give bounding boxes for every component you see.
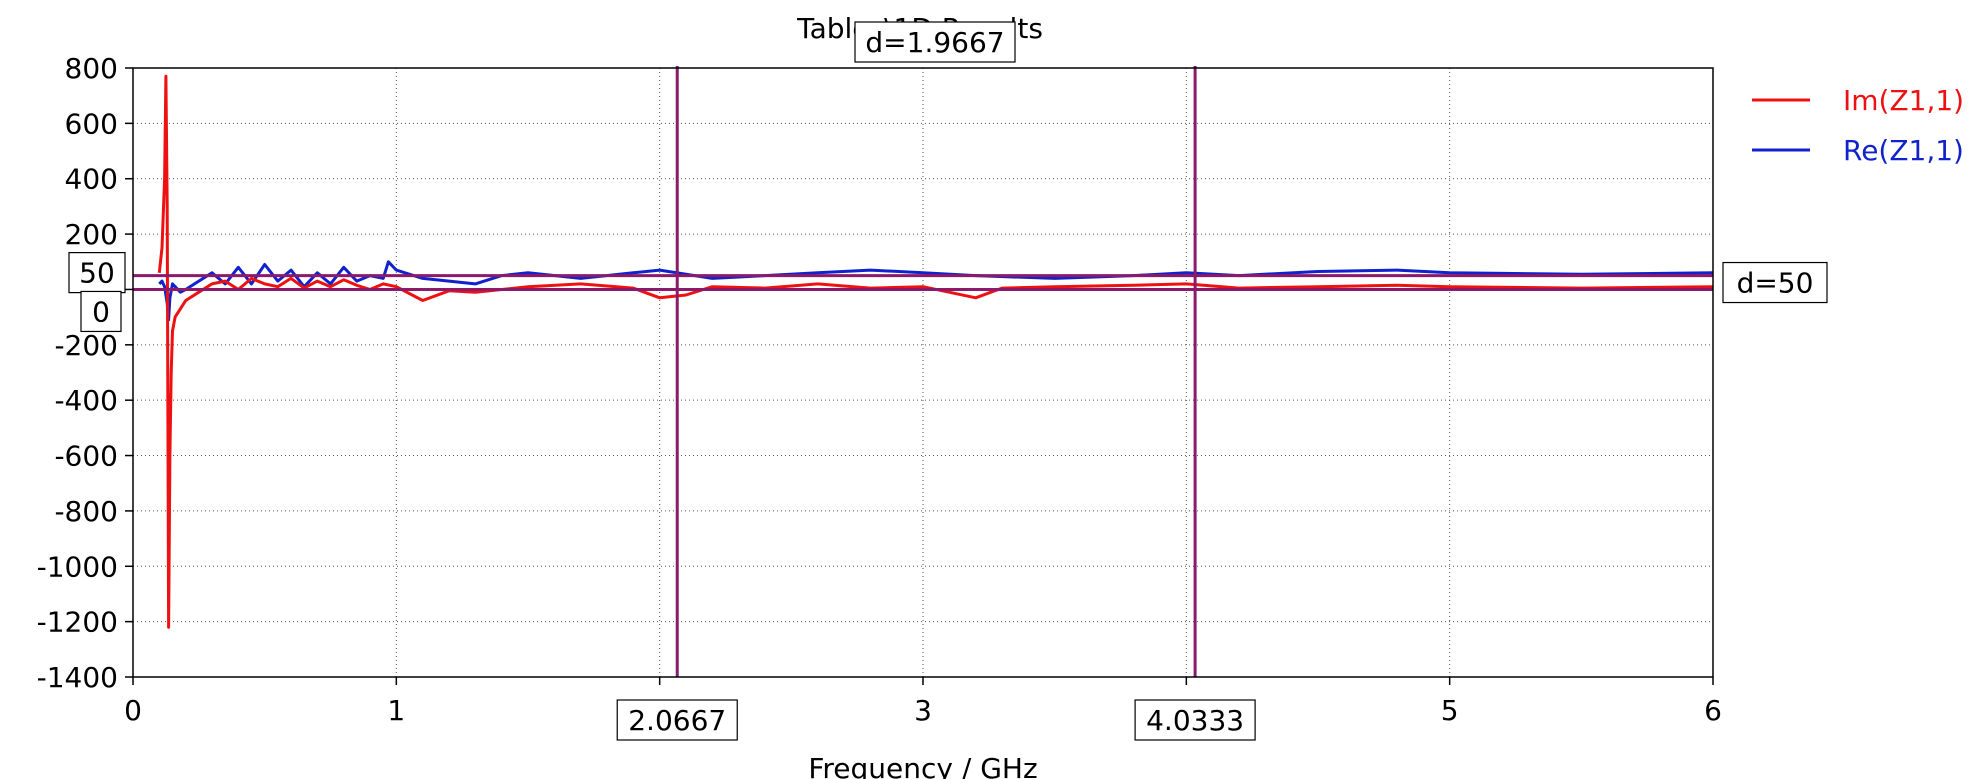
- y-tick-label: 600: [65, 107, 118, 140]
- y-tick-label: 400: [65, 163, 118, 196]
- vertical-delta-label-text: d=1.9667: [865, 26, 1004, 59]
- horizontal-marker-value-label-box: [68, 252, 126, 294]
- horizontal-marker-value-label-text: 0: [92, 295, 110, 328]
- y-tick-label: -600: [54, 440, 118, 473]
- vertical-marker-value-label-text: 2.0667: [628, 704, 726, 737]
- y-tick-label: -800: [54, 495, 118, 528]
- y-tick-label: -1200: [37, 606, 118, 639]
- x-tick-label: 5: [1441, 694, 1459, 727]
- x-axis-label: Frequency / GHz: [808, 752, 1037, 779]
- horizontal-marker-value-label-text: 50: [79, 257, 115, 290]
- tick-labels: 0 1 3 5 6 800 600 400 200 -200 -400 -600 -800 -1000 -1…: [37, 52, 1722, 727]
- y-tick-label: -200: [54, 329, 118, 362]
- legend: Im(Z1,1) Re(Z1,1): [1752, 84, 1964, 167]
- horizontal-delta-label: d=50: [1722, 261, 1828, 304]
- horizontal-delta-label-text: d=50: [1737, 267, 1814, 300]
- vertical-marker-value-label: 4.0333: [1134, 699, 1256, 741]
- x-tick-label: 3: [914, 694, 932, 727]
- x-tick-label: 6: [1704, 694, 1722, 727]
- vertical-delta-label-box: [854, 21, 1016, 63]
- horizontal-marker-value-label: 0: [80, 290, 122, 333]
- marker-layer: [133, 66, 1713, 677]
- vertical-marker-value-label-text: 4.0333: [1146, 704, 1244, 737]
- horizontal-delta-label-box: [1722, 261, 1828, 304]
- y-tick-label: -400: [54, 384, 118, 417]
- vertical-delta-label: d=1.9667: [854, 21, 1016, 63]
- vertical-marker-value-label-box: [616, 699, 738, 741]
- y-tick-label: -1400: [37, 661, 118, 694]
- series-line-im-z1-1-: [157, 74, 1714, 629]
- y-tick-label: -1000: [37, 550, 118, 583]
- legend-label: Re(Z1,1): [1843, 134, 1964, 167]
- vertical-marker-value-label: 2.0667: [616, 699, 738, 741]
- y-tick-label: 800: [65, 52, 118, 85]
- x-tick-label: 0: [124, 694, 142, 727]
- y-tick-label: 200: [65, 218, 118, 251]
- x-tick-label: 1: [387, 694, 405, 727]
- horizontal-marker-value-label-box: [80, 290, 122, 333]
- legend-label: Im(Z1,1): [1843, 84, 1964, 117]
- axes: [125, 67, 1714, 685]
- horizontal-marker-value-label: 50: [68, 252, 126, 294]
- vertical-marker-value-label-box: [1134, 699, 1256, 741]
